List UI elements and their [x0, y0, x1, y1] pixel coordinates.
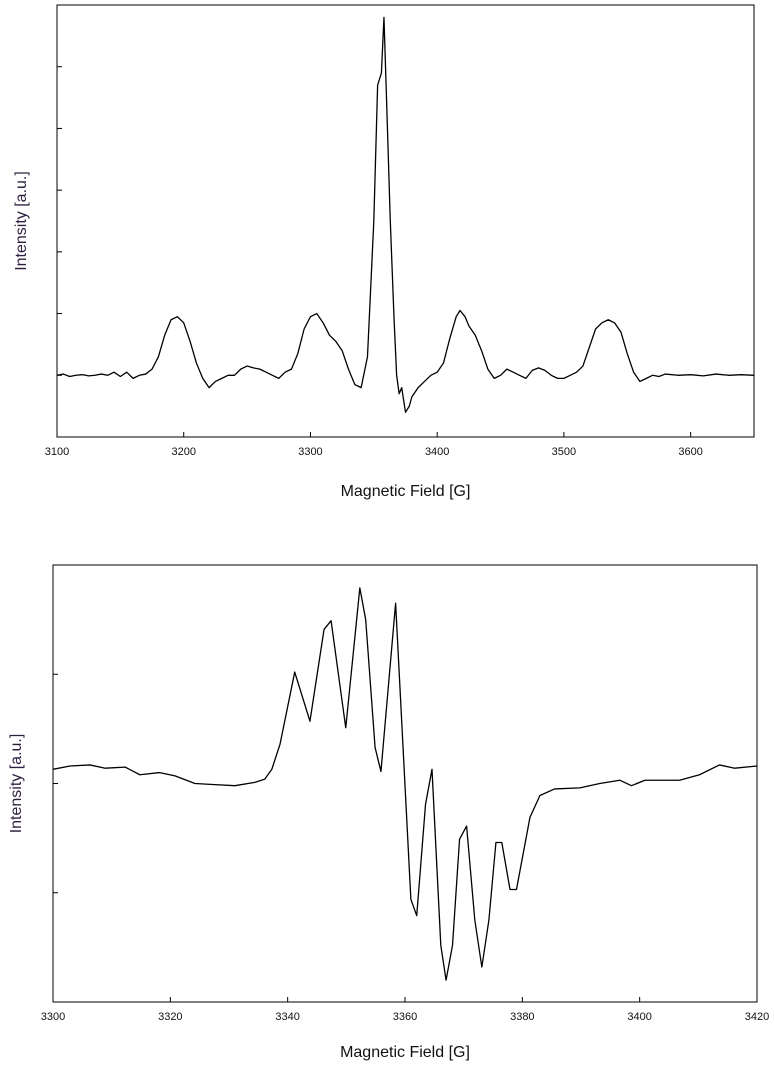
x-tick-label: 3300: [298, 446, 322, 458]
x-tick-label: 3200: [171, 446, 195, 458]
x-axis-label: Magnetic Field [G]: [340, 1044, 470, 1061]
x-axis-label: Magnetic Field [G]: [341, 483, 471, 500]
y-axis-label: Intensity [a.u.]: [13, 171, 30, 271]
x-tick-label: 3340: [275, 1011, 299, 1023]
x-tick-label: 3100: [45, 446, 69, 458]
x-tick-label: 3380: [510, 1011, 534, 1023]
x-tick-label: 3400: [425, 446, 449, 458]
x-tick-label: 3400: [627, 1011, 651, 1023]
x-tick-label: 3300: [41, 1011, 65, 1023]
plot-frame: [56, 4, 755, 438]
x-tick-label: 3360: [393, 1011, 417, 1023]
x-tick-label: 3320: [158, 1011, 182, 1023]
x-tick-label: 3500: [552, 446, 576, 458]
y-axis-label: Intensity [a.u.]: [8, 734, 25, 834]
spectrum-line: [52, 587, 758, 981]
x-tick-label: 3420: [745, 1011, 769, 1023]
x-tick-label: 3600: [678, 446, 702, 458]
spectrum-line: [56, 16, 755, 413]
